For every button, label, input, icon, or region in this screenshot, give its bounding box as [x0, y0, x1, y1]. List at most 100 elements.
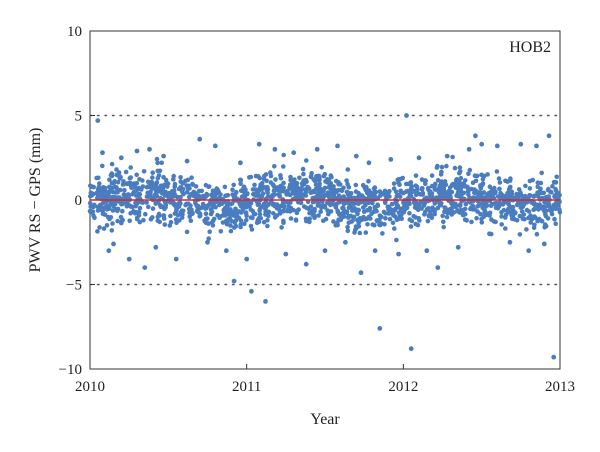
scatter-point-cloud: [552, 193, 557, 198]
scatter-point-cloud: [281, 218, 286, 224]
scatter-point-cloud: [428, 212, 434, 218]
scatter-point-cloud: [131, 189, 137, 195]
scatter-point-cloud: [150, 206, 156, 211]
scatter-point-cloud: [137, 219, 143, 225]
scatter-point: [205, 239, 210, 245]
scatter-point-cloud: [363, 186, 368, 192]
scatter-point-cloud: [306, 206, 311, 211]
scatter-point-cloud: [95, 195, 100, 201]
scatter-point-cloud: [88, 193, 93, 199]
scatter-point-cloud: [264, 178, 269, 184]
scatter-point-cloud: [457, 165, 463, 170]
scatter-point-cloud: [127, 175, 133, 181]
scatter-point-cloud: [281, 208, 286, 214]
scatter-point-cloud: [500, 202, 506, 207]
scatter-point-cloud: [554, 188, 559, 194]
scatter-point-cloud: [259, 204, 264, 209]
scatter-point-cloud: [190, 181, 195, 187]
scatter-point-cloud: [509, 189, 515, 194]
scatter-point-cloud: [98, 187, 103, 193]
scatter-point-cloud: [94, 190, 100, 195]
scatter-point-cloud: [171, 188, 177, 193]
scatter-point-cloud: [293, 191, 299, 196]
scatter-point-cloud: [466, 171, 471, 177]
scatter-point-cloud: [287, 200, 292, 205]
scatter-point-cloud: [392, 226, 397, 231]
scatter-point-cloud: [455, 209, 461, 214]
scatter-point-cloud: [396, 216, 401, 222]
scatter-point-cloud: [242, 221, 247, 227]
scatter-point-cloud: [284, 192, 290, 197]
scatter-point-cloud: [429, 183, 435, 189]
scatter-point-cloud: [287, 182, 293, 188]
scatter-point-cloud: [508, 184, 513, 190]
scatter-point-cloud: [305, 184, 311, 190]
scatter-point-cloud: [257, 208, 262, 213]
scatter-point-cloud: [301, 171, 306, 177]
scatter-point-cloud: [307, 210, 312, 216]
scatter-point-cloud: [106, 191, 111, 196]
scatter-point-cloud: [279, 225, 284, 230]
scatter-point-cloud: [503, 226, 508, 231]
scatter-point-cloud: [248, 223, 254, 229]
scatter-point-cloud: [427, 190, 433, 195]
scatter-point-cloud: [341, 194, 347, 199]
scatter-point-cloud: [507, 209, 512, 215]
scatter-point-cloud: [127, 218, 132, 224]
scatter-point-cloud: [252, 211, 258, 217]
scatter-point-cloud: [367, 205, 373, 211]
scatter-point-cloud: [145, 179, 151, 185]
scatter-point-cloud: [356, 192, 362, 198]
scatter-point-cloud: [107, 184, 112, 190]
scatter-point: [249, 288, 254, 294]
scatter-point-cloud: [271, 211, 276, 216]
scatter-point-cloud: [209, 209, 215, 215]
x-tick-label: 2011: [232, 379, 261, 395]
scatter-point-cloud: [110, 221, 115, 226]
scatter-point-cloud: [357, 230, 363, 236]
scatter-point-cloud: [196, 188, 202, 194]
scatter-point-cloud: [323, 179, 328, 184]
scatter-point-cloud: [259, 180, 265, 186]
scatter-point-cloud: [155, 214, 161, 220]
scatter-point-cloud: [395, 177, 401, 183]
scatter-point-cloud: [294, 208, 300, 213]
scatter-point-cloud: [240, 188, 246, 193]
scatter-point-cloud: [387, 216, 393, 222]
scatter-point-cloud: [146, 194, 151, 200]
scatter-point-cloud: [398, 189, 404, 195]
scatter-point-cloud: [101, 226, 107, 231]
scatter-point: [455, 244, 461, 250]
scatter-point-cloud: [450, 154, 455, 160]
scatter-point-cloud: [439, 164, 445, 170]
scatter-point-cloud: [366, 179, 371, 184]
scatter-point-cloud: [273, 177, 278, 182]
scatter-point-cloud: [459, 193, 464, 199]
scatter-point-cloud: [383, 211, 388, 216]
scatter-point-cloud: [345, 181, 350, 187]
scatter-point-cloud: [265, 194, 271, 199]
scatter-point-cloud: [470, 180, 476, 185]
reference-lines: [89, 114, 561, 286]
scatter-point: [223, 248, 229, 254]
scatter-point-cloud: [94, 175, 99, 181]
scatter-point-cloud: [326, 211, 331, 217]
scatter-point-cloud: [137, 205, 143, 211]
scatter-point-cloud: [534, 231, 540, 237]
scatter-point-cloud: [360, 182, 366, 188]
scatter-point: [197, 136, 203, 142]
scatter-point: [126, 256, 132, 262]
scatter-point-cloud: [242, 204, 247, 210]
scatter-point-cloud: [144, 200, 149, 205]
scatter-point: [404, 113, 409, 118]
scatter-point-cloud: [103, 189, 108, 194]
scatter-point: [335, 143, 340, 149]
scatter-point-cloud: [277, 208, 283, 213]
scatter-point-cloud: [307, 219, 312, 225]
scatter-point-cloud: [553, 179, 558, 185]
scatter-point-cloud: [160, 191, 165, 196]
scatter-point-cloud: [474, 173, 480, 179]
scatter-point: [435, 265, 441, 270]
scatter-point-cloud: [325, 190, 331, 195]
